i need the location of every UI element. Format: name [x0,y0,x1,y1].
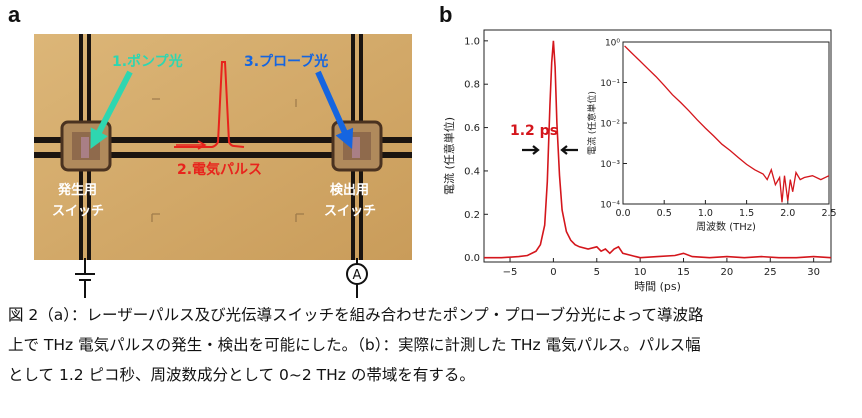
inset-current-axis-label: 電流 (任意単位) [586,91,598,155]
inset-plot-frame [622,41,830,205]
time-tick-label: 5 [594,267,600,278]
frequency-tick-label: 0.0 [615,208,630,219]
time-tick-label: 0 [550,267,556,278]
time-tick-label: 30 [807,267,820,278]
pump-light-label: 1.ポンプ光 [112,53,183,70]
detection-switch-label-1: 検出用 [330,182,369,198]
panel-a-label: a [8,2,21,27]
frequency-tick-label: 1.5 [739,208,754,219]
fwhm-label: 1.2 ps [510,123,558,139]
detection-switch-pad [331,120,383,172]
spectrum-tick-label: 10⁻² [600,120,620,130]
time-domain-series-line [484,40,832,259]
pump-light-arrow [90,70,133,149]
current-tick-label: 1.0 [464,36,480,47]
frequency-axis-label: 周波数 (THz) [696,220,756,233]
time-axis-label: 時間 (ps) [634,280,681,293]
frequency-tick-label: 2.5 [821,208,836,219]
electric-pulse-label: 2.電気パルス [177,161,262,178]
frequency-tick-label: 2.0 [780,208,795,219]
spectrum-tick-label: 10⁻¹ [600,79,620,89]
time-tick-label: 10 [634,267,647,278]
spectrum-series-line [624,45,830,203]
caption-line-3: として 1.2 ピコ秒、周波数成分として 0~2 THz の帯域を有する。 [8,366,475,384]
generation-switch-label-2: スイッチ [52,204,104,219]
figure-caption: 図 2（a）：レーザーパルス及び光伝導スイッチを組み合わせたポンプ・プローブ分光… [8,300,858,390]
bias-lines [79,34,363,260]
detection-switch-label-2: スイッチ [324,204,376,219]
spectrum-tick-label: 10⁻⁴ [600,201,620,211]
waveguide-lines [34,137,412,158]
spectrum-tick-label: 10⁻³ [600,160,620,170]
fwhm-left-arrow [522,145,540,155]
caption-line-2: 上で THz 電気パルスの発生・検出を可能にした。（b）：実際に計測した THz… [8,336,701,354]
current-tick-label: 0.6 [464,123,480,134]
frequency-spectrum-inset: 0.0 0.5 1.0 1.5 2.0 2.5 10⁻⁴ 10⁻³ 10⁻² 10⁻¹ 10⁰ 周… [586,39,837,234]
frequency-tick-label: 0.5 [657,208,672,219]
current-tick-label: 0.4 [464,166,480,177]
current-tick-label: 0.8 [464,80,480,91]
current-axis-label: 電流 (任意単位) [442,117,456,195]
alignment-marks [151,98,304,222]
device-micrograph: 1.ポンプ光 3.プローブ光 2.電気パルス 発生用 スイッチ 検出用 スイッチ [34,34,412,260]
ammeter-symbol: A [353,268,362,283]
time-tick-label: 25 [764,267,777,278]
probe-light-label: 3.プローブ光 [244,53,328,70]
frequency-tick-label: 1.0 [698,208,713,219]
electric-pulse-waveform [174,61,245,148]
time-tick-label: −5 [503,267,518,278]
current-tick-label: 0.2 [464,210,480,221]
main-plot-frame [483,29,832,263]
probe-light-arrow [315,70,354,150]
external-circuit: A [75,258,368,298]
generation-switch-label-1: 発生用 [57,182,97,198]
pulse-propagation-arrow [176,140,207,150]
panel-b-figure: −5 0 5 10 15 20 25 30 0.0 0.2 0.4 0.6 0.8 1.0 時間 (ps… [442,29,837,293]
fwhm-annotation: 1.2 ps [510,123,578,155]
caption-line-1: 図 2（a）：レーザーパルス及び光伝導スイッチを組み合わせたポンプ・プローブ分光… [8,306,704,324]
spectrum-tick-label: 10⁰ [605,39,620,49]
time-tick-label: 15 [677,267,690,278]
current-tick-label: 0.0 [464,253,480,264]
time-tick-label: 20 [721,267,734,278]
time-domain-chart: −5 0 5 10 15 20 25 30 0.0 0.2 0.4 0.6 0.8 1.0 時間 (ps… [442,29,832,293]
fwhm-right-arrow [560,145,578,155]
panel-b-label: b [439,2,453,27]
